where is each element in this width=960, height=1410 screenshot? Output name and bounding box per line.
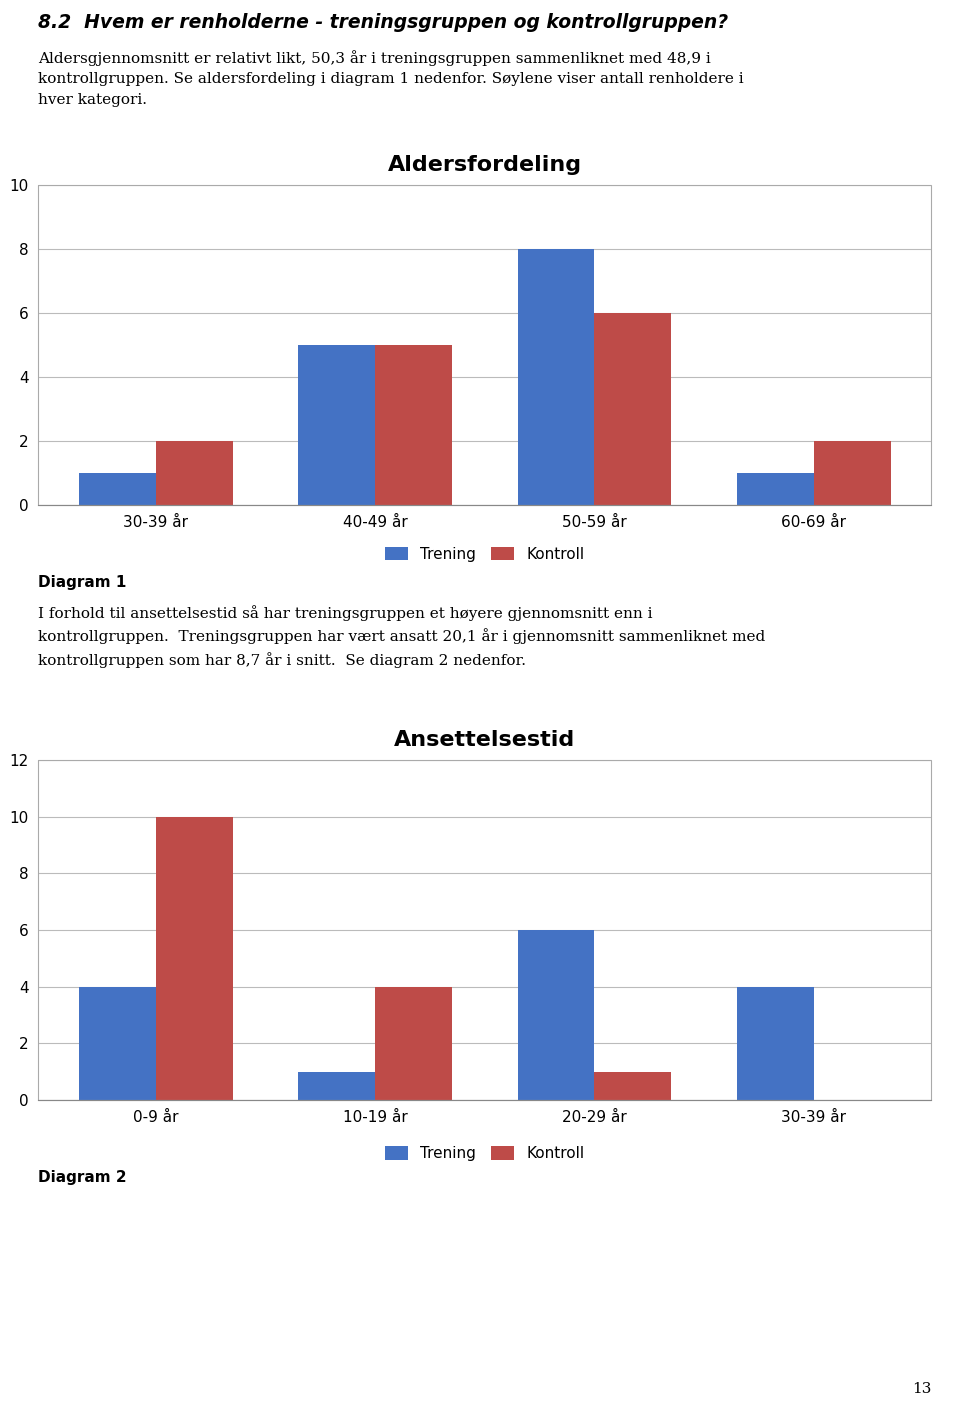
- Bar: [814, 441, 891, 505]
- Bar: [594, 313, 671, 505]
- Bar: [79, 987, 156, 1100]
- Bar: [156, 816, 232, 1100]
- Bar: [299, 1072, 375, 1100]
- Title: Aldersfordeling: Aldersfordeling: [388, 155, 582, 175]
- Text: Aldersgjennomsnitt er relativt likt, 50,3 år i treningsgruppen sammenliknet med : Aldersgjennomsnitt er relativt likt, 50,…: [38, 49, 744, 107]
- Bar: [156, 441, 232, 505]
- Bar: [79, 472, 156, 505]
- Bar: [737, 987, 814, 1100]
- Text: Diagram 2: Diagram 2: [38, 1170, 127, 1184]
- Bar: [375, 345, 452, 505]
- Bar: [594, 1072, 671, 1100]
- Bar: [517, 250, 594, 505]
- Text: Diagram 1: Diagram 1: [38, 575, 127, 589]
- Legend: Trening, Kontroll: Trening, Kontroll: [379, 1139, 590, 1167]
- Text: 13: 13: [912, 1382, 931, 1396]
- Legend: Trening, Kontroll: Trening, Kontroll: [379, 540, 590, 568]
- Text: 8.2  Hvem er renholderne - treningsgruppen og kontrollgruppen?: 8.2 Hvem er renholderne - treningsgruppe…: [38, 14, 729, 32]
- Title: Ansettelsestid: Ansettelsestid: [395, 730, 575, 750]
- Bar: [517, 931, 594, 1100]
- Text: I forhold til ansettelsestid så har treningsgruppen et høyere gjennomsnitt enn i: I forhold til ansettelsestid så har tren…: [38, 605, 766, 668]
- Bar: [375, 987, 452, 1100]
- Bar: [737, 472, 814, 505]
- Bar: [299, 345, 375, 505]
